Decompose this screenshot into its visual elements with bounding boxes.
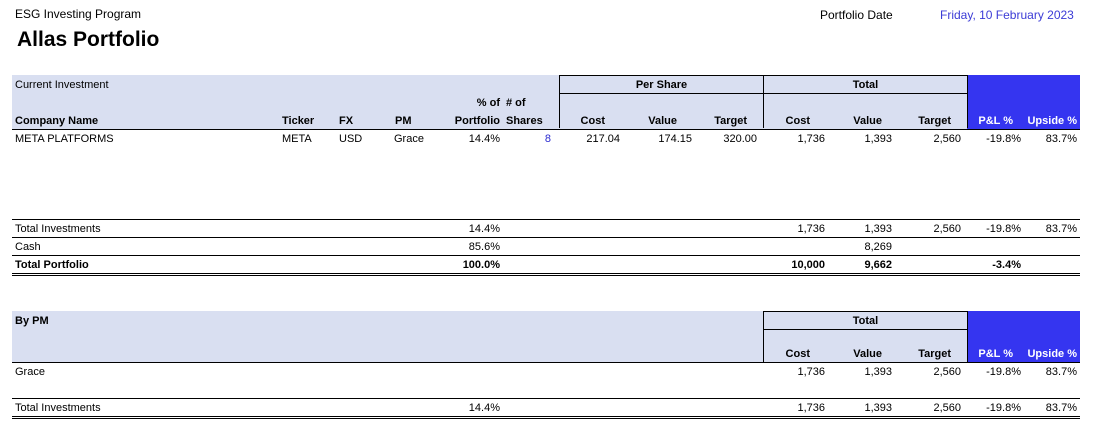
col-fx[interactable]: FX [339,115,354,127]
col-t-cost[interactable]: Cost [785,115,810,127]
by-pm-cost-cell[interactable]: 1,736 [797,366,825,378]
by-pm-total-cost[interactable]: 1,736 [797,402,825,414]
col-ps-cost[interactable]: Cost [580,115,605,127]
total-portfolio-rule [12,255,1080,256]
t-value-cell[interactable]: 1,393 [864,133,892,145]
t-target-cell[interactable]: 2,560 [933,133,961,145]
company-cell[interactable]: META PLATFORMS [15,133,114,145]
fx-cell[interactable]: USD [339,133,363,145]
total-left-rule [763,93,764,128]
total-portfolio-value[interactable]: 9,662 [864,259,892,271]
col-pm[interactable]: PM [395,115,412,127]
total-investments-pnl[interactable]: -19.8% [986,223,1021,235]
total-investments-value[interactable]: 1,393 [864,223,892,235]
cash-value[interactable]: 8,269 [864,241,892,253]
by-pm-target-cell[interactable]: 2,560 [933,366,961,378]
col-t-value[interactable]: Value [853,115,882,127]
total-group-box [763,75,968,94]
total-portfolio-double-rule [12,273,1080,276]
t-cost-cell[interactable]: 1,736 [797,133,825,145]
by-pm-col-cost[interactable]: Cost [785,348,810,360]
total-group-label: Total [852,79,879,91]
ticker-cell[interactable]: META [282,133,312,145]
ps-cost-cell[interactable]: 217.04 [586,133,620,145]
col-upside-pct[interactable]: Upside % [1027,115,1077,127]
by-pm-total-pnl[interactable]: -19.8% [986,402,1021,414]
by-pm-col-pnl[interactable]: P&L % [978,348,1013,360]
total-investments-upside[interactable]: 83.7% [1045,223,1077,235]
total-investments-rule [12,219,1080,220]
total-portfolio-label: Total Portfolio [15,259,89,271]
section1-header-band [12,75,967,129]
col-t-target[interactable]: Target [918,115,951,127]
ps-target-cell[interactable]: 320.00 [723,133,757,145]
shares-cell[interactable]: 8 [544,133,551,145]
by-pm-total-upside[interactable]: 83.7% [1045,402,1077,414]
col-pct-portfolio-top: % of [476,97,500,109]
per-share-group-label: Per Share [635,79,688,91]
pm-cell[interactable]: Grace [394,133,424,145]
by-pm-total-target[interactable]: 2,560 [933,402,961,414]
section2-header-rule [12,362,1080,363]
current-investment-label: Current Investment [15,79,109,91]
total-investments-target[interactable]: 2,560 [933,223,961,235]
col-company-name[interactable]: Company Name [15,115,99,127]
pct-cell[interactable]: 14.4% [468,133,500,145]
pnl-cell[interactable]: -19.8% [986,133,1021,145]
col-ps-value[interactable]: Value [648,115,677,127]
by-pm-total-value[interactable]: 1,393 [864,402,892,414]
by-pm-total-group-label: Total [852,315,879,327]
col-ticker[interactable]: Ticker [282,115,315,127]
per-share-left-rule [559,93,560,128]
by-pm-name-cell[interactable]: Grace [15,366,45,378]
total-right-rule [967,93,968,128]
col-ps-target[interactable]: Target [714,115,747,127]
upside-cell[interactable]: 83.7% [1045,133,1077,145]
by-pm-upside-cell[interactable]: 83.7% [1045,366,1077,378]
section1-header-accent [967,75,1080,129]
ps-value-cell[interactable]: 174.15 [658,133,692,145]
by-pm-total-right-rule [967,329,968,362]
section2-header-band [12,311,967,362]
col-pnl-pct[interactable]: P&L % [978,115,1013,127]
cash-label: Cash [15,241,41,253]
total-portfolio-pnl[interactable]: -3.4% [992,259,1021,271]
cash-pct[interactable]: 85.6% [468,241,500,253]
by-pm-total-double-rule [12,416,1080,419]
col-pct-portfolio[interactable]: Portfolio [454,115,500,127]
page-title: Allas Portfolio [17,28,160,51]
section2-header-accent [967,311,1080,362]
cash-rule [12,237,1080,238]
col-shares-top: # of [506,97,526,109]
total-investments-pct[interactable]: 14.4% [468,223,500,235]
by-pm-total-pct[interactable]: 14.4% [468,402,500,414]
portfolio-date-value[interactable]: Friday, 10 February 2023 [940,8,1074,22]
by-pm-col-target[interactable]: Target [918,348,951,360]
program-name: ESG Investing Program [15,7,142,21]
by-pm-label: By PM [15,315,49,327]
by-pm-total-group-box [763,311,968,330]
total-portfolio-cost[interactable]: 10,000 [791,259,825,271]
by-pm-value-cell[interactable]: 1,393 [864,366,892,378]
by-pm-total-left-rule [763,329,764,362]
total-investments-cost[interactable]: 1,736 [797,223,825,235]
by-pm-col-upside[interactable]: Upside % [1027,348,1077,360]
total-investments-label: Total Investments [15,223,101,235]
col-shares[interactable]: Shares [506,115,543,127]
by-pm-pnl-cell[interactable]: -19.8% [986,366,1021,378]
portfolio-date-label: Portfolio Date [820,8,893,22]
section1-header-rule [12,129,1080,130]
by-pm-col-value[interactable]: Value [853,348,882,360]
total-portfolio-pct[interactable]: 100.0% [462,259,500,271]
by-pm-total-label: Total Investments [15,402,101,414]
by-pm-total-rule [12,398,1080,399]
